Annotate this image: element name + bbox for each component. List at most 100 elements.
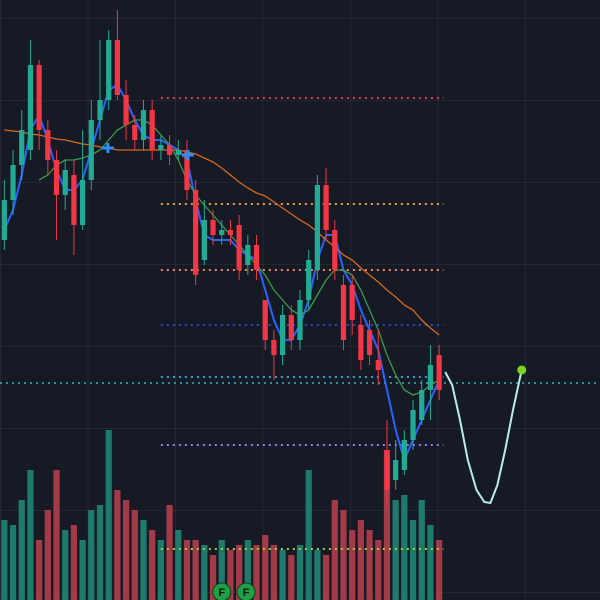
candle-body — [62, 170, 68, 195]
event-marker-label: F — [243, 587, 250, 599]
candle-body — [184, 150, 190, 190]
volume-bar — [349, 530, 356, 600]
volume-bar — [409, 520, 417, 600]
volume-bar — [340, 510, 347, 600]
volume-bar — [122, 500, 130, 600]
volume-bar — [314, 550, 321, 600]
volume-bar — [366, 530, 373, 600]
volume-bar — [236, 545, 243, 600]
projection-line — [444, 369, 523, 505]
candle-body — [427, 365, 434, 390]
candle-body — [236, 225, 242, 270]
candle-body — [436, 355, 442, 390]
candle-body — [419, 390, 425, 420]
volume-bar — [209, 555, 217, 600]
volume-bar — [201, 545, 208, 600]
candle-body — [288, 315, 294, 340]
candle-body — [106, 40, 112, 100]
volume-bar — [322, 555, 330, 600]
candle-body — [193, 190, 199, 275]
volume-bar — [105, 430, 112, 600]
candle-body — [97, 100, 103, 120]
candle-body — [314, 185, 320, 270]
volume-bar — [383, 450, 391, 600]
volume-bar — [227, 550, 234, 600]
volume-bar — [140, 520, 147, 600]
volume-bar — [218, 540, 225, 600]
moving-average — [4, 129, 440, 336]
candle-body — [45, 130, 51, 160]
candle-body — [393, 460, 399, 480]
volume-bar — [305, 470, 312, 600]
candle-body — [114, 40, 120, 95]
candle-body — [262, 300, 268, 340]
candle-body — [27, 65, 34, 150]
candle-body — [410, 410, 416, 440]
candle-body — [306, 260, 312, 300]
candle-body — [332, 230, 338, 270]
candle-body — [149, 110, 155, 150]
volume-bar — [44, 510, 51, 600]
volume-bar — [436, 540, 443, 600]
candle-body — [384, 450, 390, 490]
volume-bar — [166, 505, 173, 600]
candle-body — [36, 65, 42, 130]
event-marker[interactable]: F — [212, 582, 232, 600]
volume-bar — [70, 525, 78, 600]
volume-bar — [18, 500, 25, 600]
candle-body — [123, 95, 129, 125]
candle-body — [245, 245, 251, 265]
candle-body — [71, 175, 77, 225]
volume-bar — [9, 525, 17, 600]
volume-bar — [88, 510, 95, 600]
volume-bar — [262, 535, 269, 600]
volume-bar — [131, 510, 138, 600]
candle-body — [19, 130, 25, 165]
candle-body — [210, 220, 216, 235]
candle-body — [53, 160, 60, 195]
volume-bar — [331, 500, 338, 600]
volume-bar — [62, 530, 69, 600]
volume-bar — [36, 540, 43, 600]
candle-body — [219, 230, 225, 235]
event-marker[interactable]: F — [236, 582, 256, 600]
volume-bar — [288, 555, 295, 600]
candle-body — [166, 145, 173, 155]
volume-bar — [357, 520, 364, 600]
projection-end — [517, 365, 527, 375]
volume-bar — [192, 540, 199, 600]
volume-bar — [244, 540, 251, 600]
candle-body — [280, 315, 286, 355]
volume-bar — [401, 495, 408, 600]
event-marker-label: F — [218, 587, 225, 599]
event-marker-circle — [212, 582, 232, 600]
volume-bar — [375, 540, 382, 600]
candle-body — [80, 180, 86, 225]
volume-bar — [27, 470, 34, 600]
candle-body — [1, 200, 7, 240]
volume-bar — [279, 550, 286, 600]
candle-body — [201, 220, 207, 260]
volume-bar — [79, 540, 86, 600]
candle-body — [366, 330, 373, 355]
candle-body — [158, 145, 164, 150]
volume-bar — [253, 545, 260, 600]
volume-bar — [270, 545, 278, 600]
candle-body — [140, 110, 147, 140]
volume-bar — [149, 530, 156, 600]
volume-bar — [114, 490, 121, 600]
event-marker-circle — [236, 582, 256, 600]
candle-body — [323, 185, 329, 230]
volume-bar — [175, 530, 182, 600]
volume-bar — [1, 520, 8, 600]
candle-body — [10, 165, 16, 200]
candle-body — [227, 230, 234, 235]
candle-body — [132, 125, 138, 140]
candle-body — [349, 285, 355, 320]
candle-body — [175, 150, 181, 155]
signal-marker — [181, 150, 194, 160]
volume-bar — [418, 500, 425, 600]
volume-bar — [157, 540, 164, 600]
